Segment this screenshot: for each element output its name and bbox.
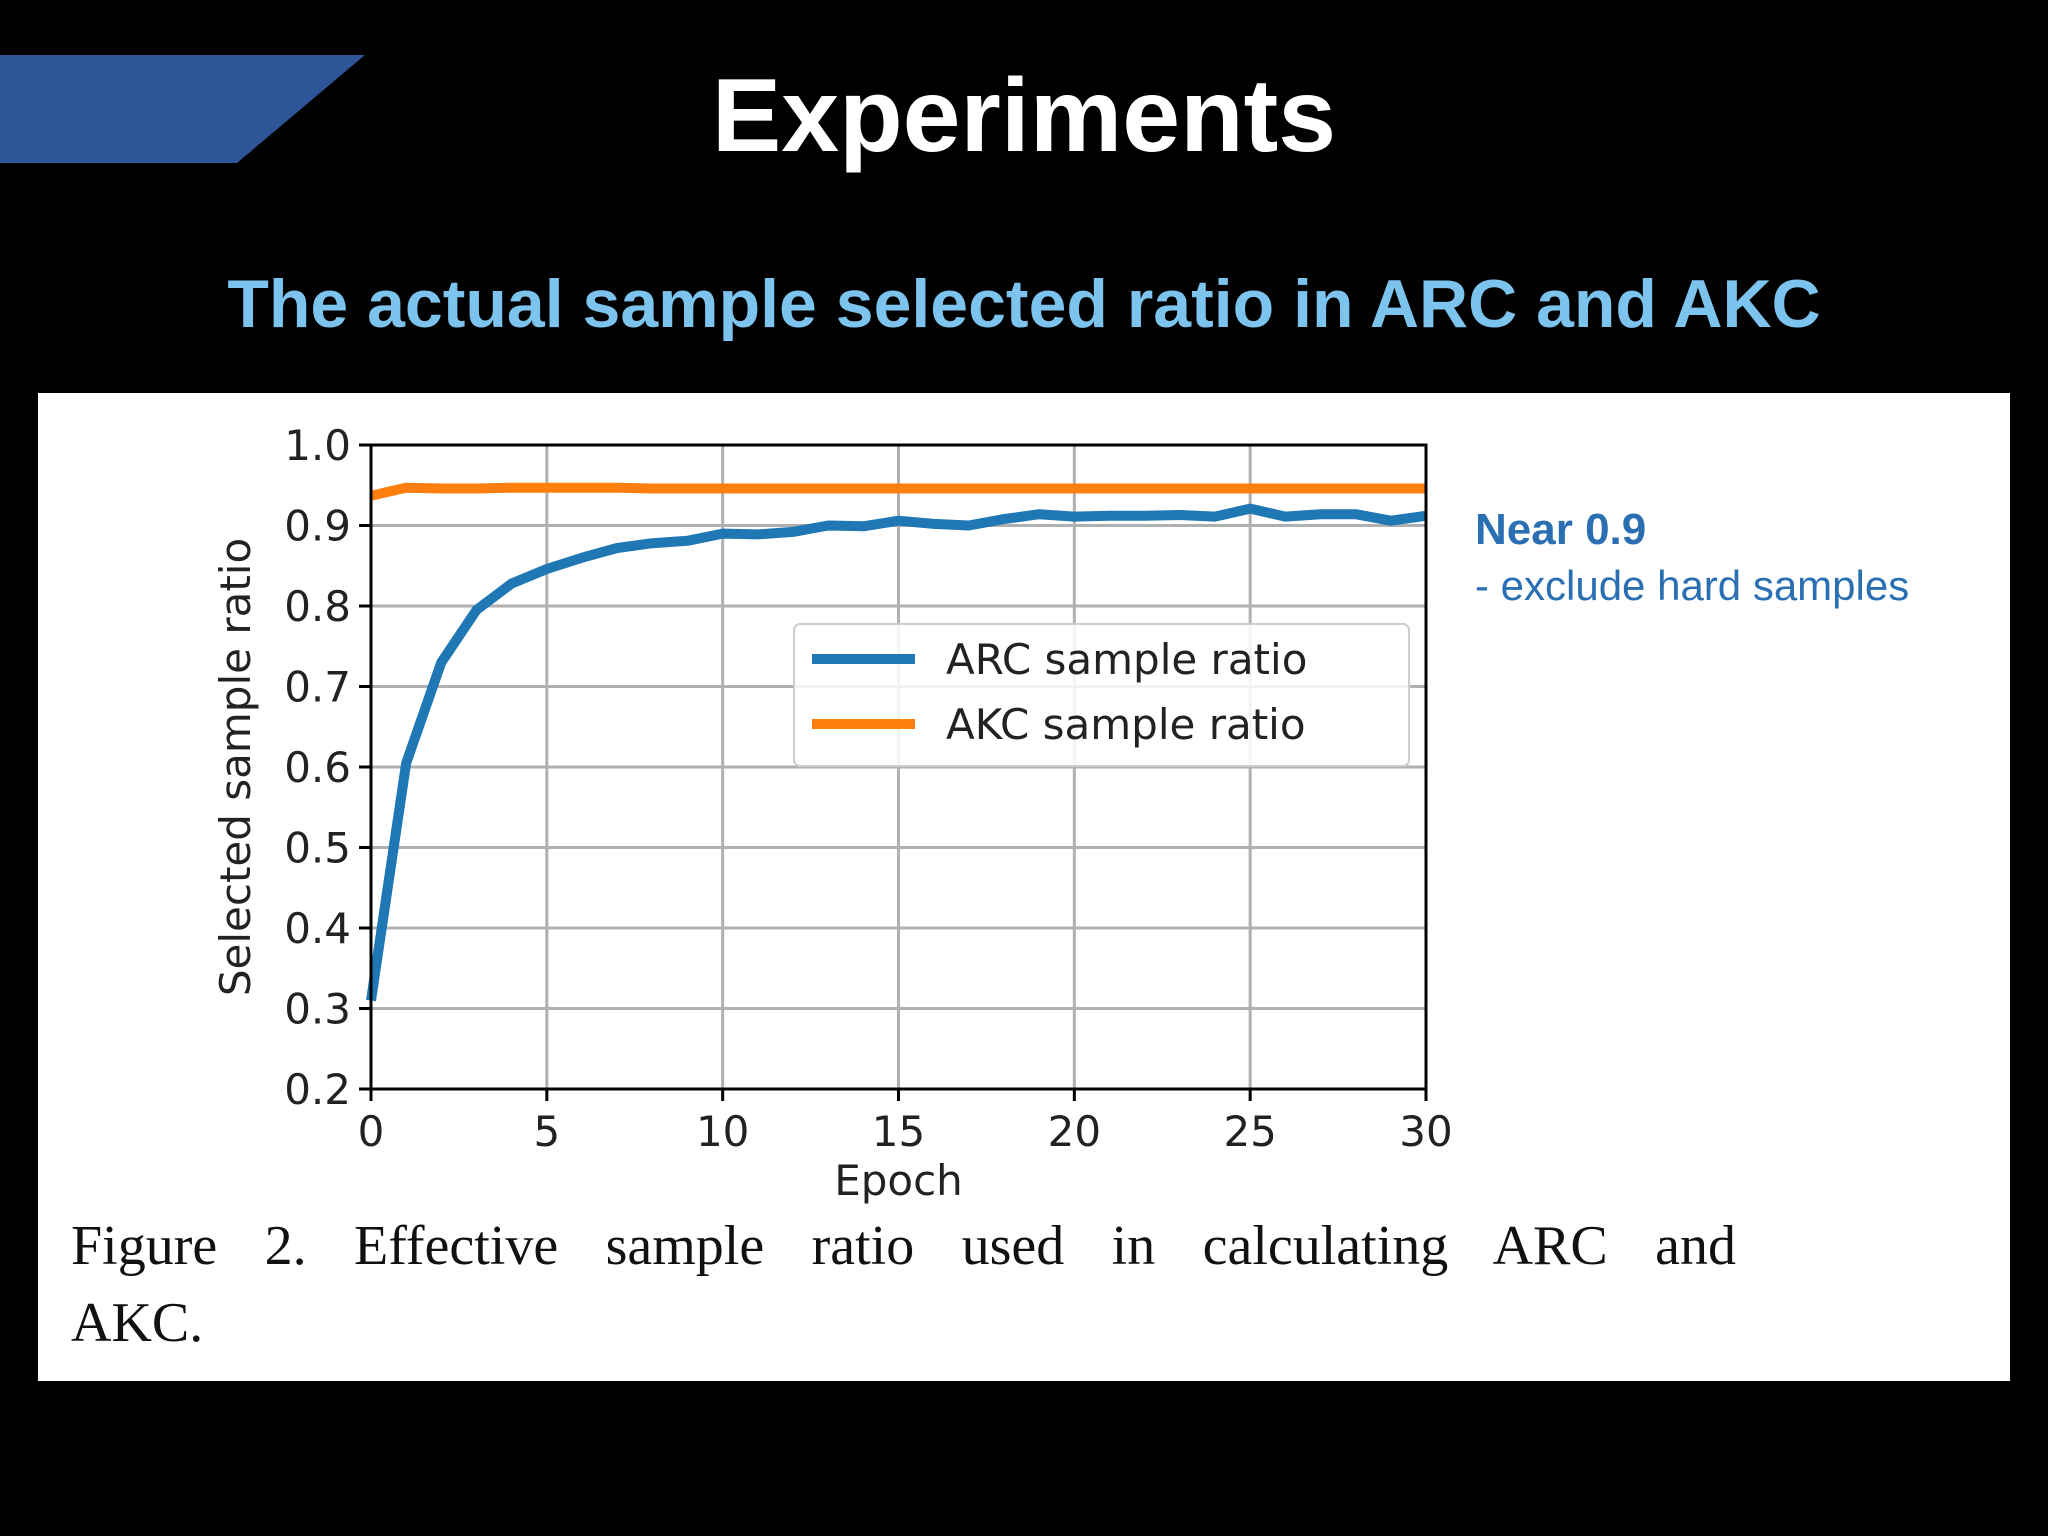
- banner-shape: [0, 55, 365, 163]
- slide-title: Experiments: [711, 58, 1337, 174]
- caption-line-1: Figure 2. Effective sample ratio used in…: [71, 1215, 1736, 1277]
- line-chart: 0 5 10 15 20 25 30 0.2 0.3 0.4 0.5 0.6 0.7 0.8 0.9 1.0 E…: [211, 421, 1453, 1205]
- note-heading: Near 0.9: [1475, 505, 1647, 554]
- series-layer: [366, 482, 1427, 1002]
- series-line-akc: [369, 482, 1426, 501]
- figure-panel: 0 5 10 15 20 25 30 0.2 0.3 0.4 0.5 0.6 0.7 0.8 0.9 1.0 E…: [38, 393, 2010, 1381]
- y-tick-label: 0.3: [284, 985, 351, 1034]
- figure-caption: Figure 2. Effective sample ratio used in…: [71, 1208, 1736, 1362]
- x-tick-label: 10: [696, 1107, 749, 1156]
- y-tick-label: 0.9: [284, 502, 351, 551]
- y-tick-label: 0.7: [284, 663, 351, 712]
- series-line-arc: [366, 503, 1427, 1002]
- x-tick-label: 15: [872, 1107, 925, 1156]
- axes-layer: 0 5 10 15 20 25 30 0.2 0.3 0.4 0.5 0.6 0.7 0.8 0.9 1.0 E…: [211, 421, 1453, 1205]
- x-tick-label: 5: [533, 1107, 560, 1156]
- x-axis-label: Epoch: [834, 1156, 963, 1205]
- x-tick-label: 30: [1399, 1107, 1452, 1156]
- y-axis-label: Selected sample ratio: [211, 538, 260, 996]
- note-text: - exclude hard samples: [1475, 562, 1910, 609]
- x-tick-label: 25: [1223, 1107, 1276, 1156]
- y-tick-label: 1.0: [284, 421, 351, 470]
- y-tick-label: 0.5: [284, 824, 351, 873]
- slide-subtitle: The actual sample selected ratio in ARC …: [227, 266, 1821, 342]
- legend: ARC sample ratio AKC sample ratio: [793, 623, 1410, 767]
- legend-box: [793, 623, 1410, 767]
- y-tick-label: 0.6: [284, 743, 351, 792]
- y-tick-label: 0.2: [284, 1065, 351, 1114]
- x-tick-label: 0: [358, 1107, 385, 1156]
- y-tick-label: 0.8: [284, 582, 351, 631]
- annotation-note: Near 0.9 - exclude hard samples: [1475, 503, 1995, 615]
- y-tick-label: 0.4: [284, 904, 351, 953]
- x-tick-label: 20: [1048, 1107, 1101, 1156]
- caption-line-2: AKC.: [71, 1292, 204, 1354]
- legend-label: ARC sample ratio: [946, 635, 1307, 684]
- legend-label: AKC sample ratio: [946, 700, 1306, 749]
- accent-banner: [0, 55, 365, 163]
